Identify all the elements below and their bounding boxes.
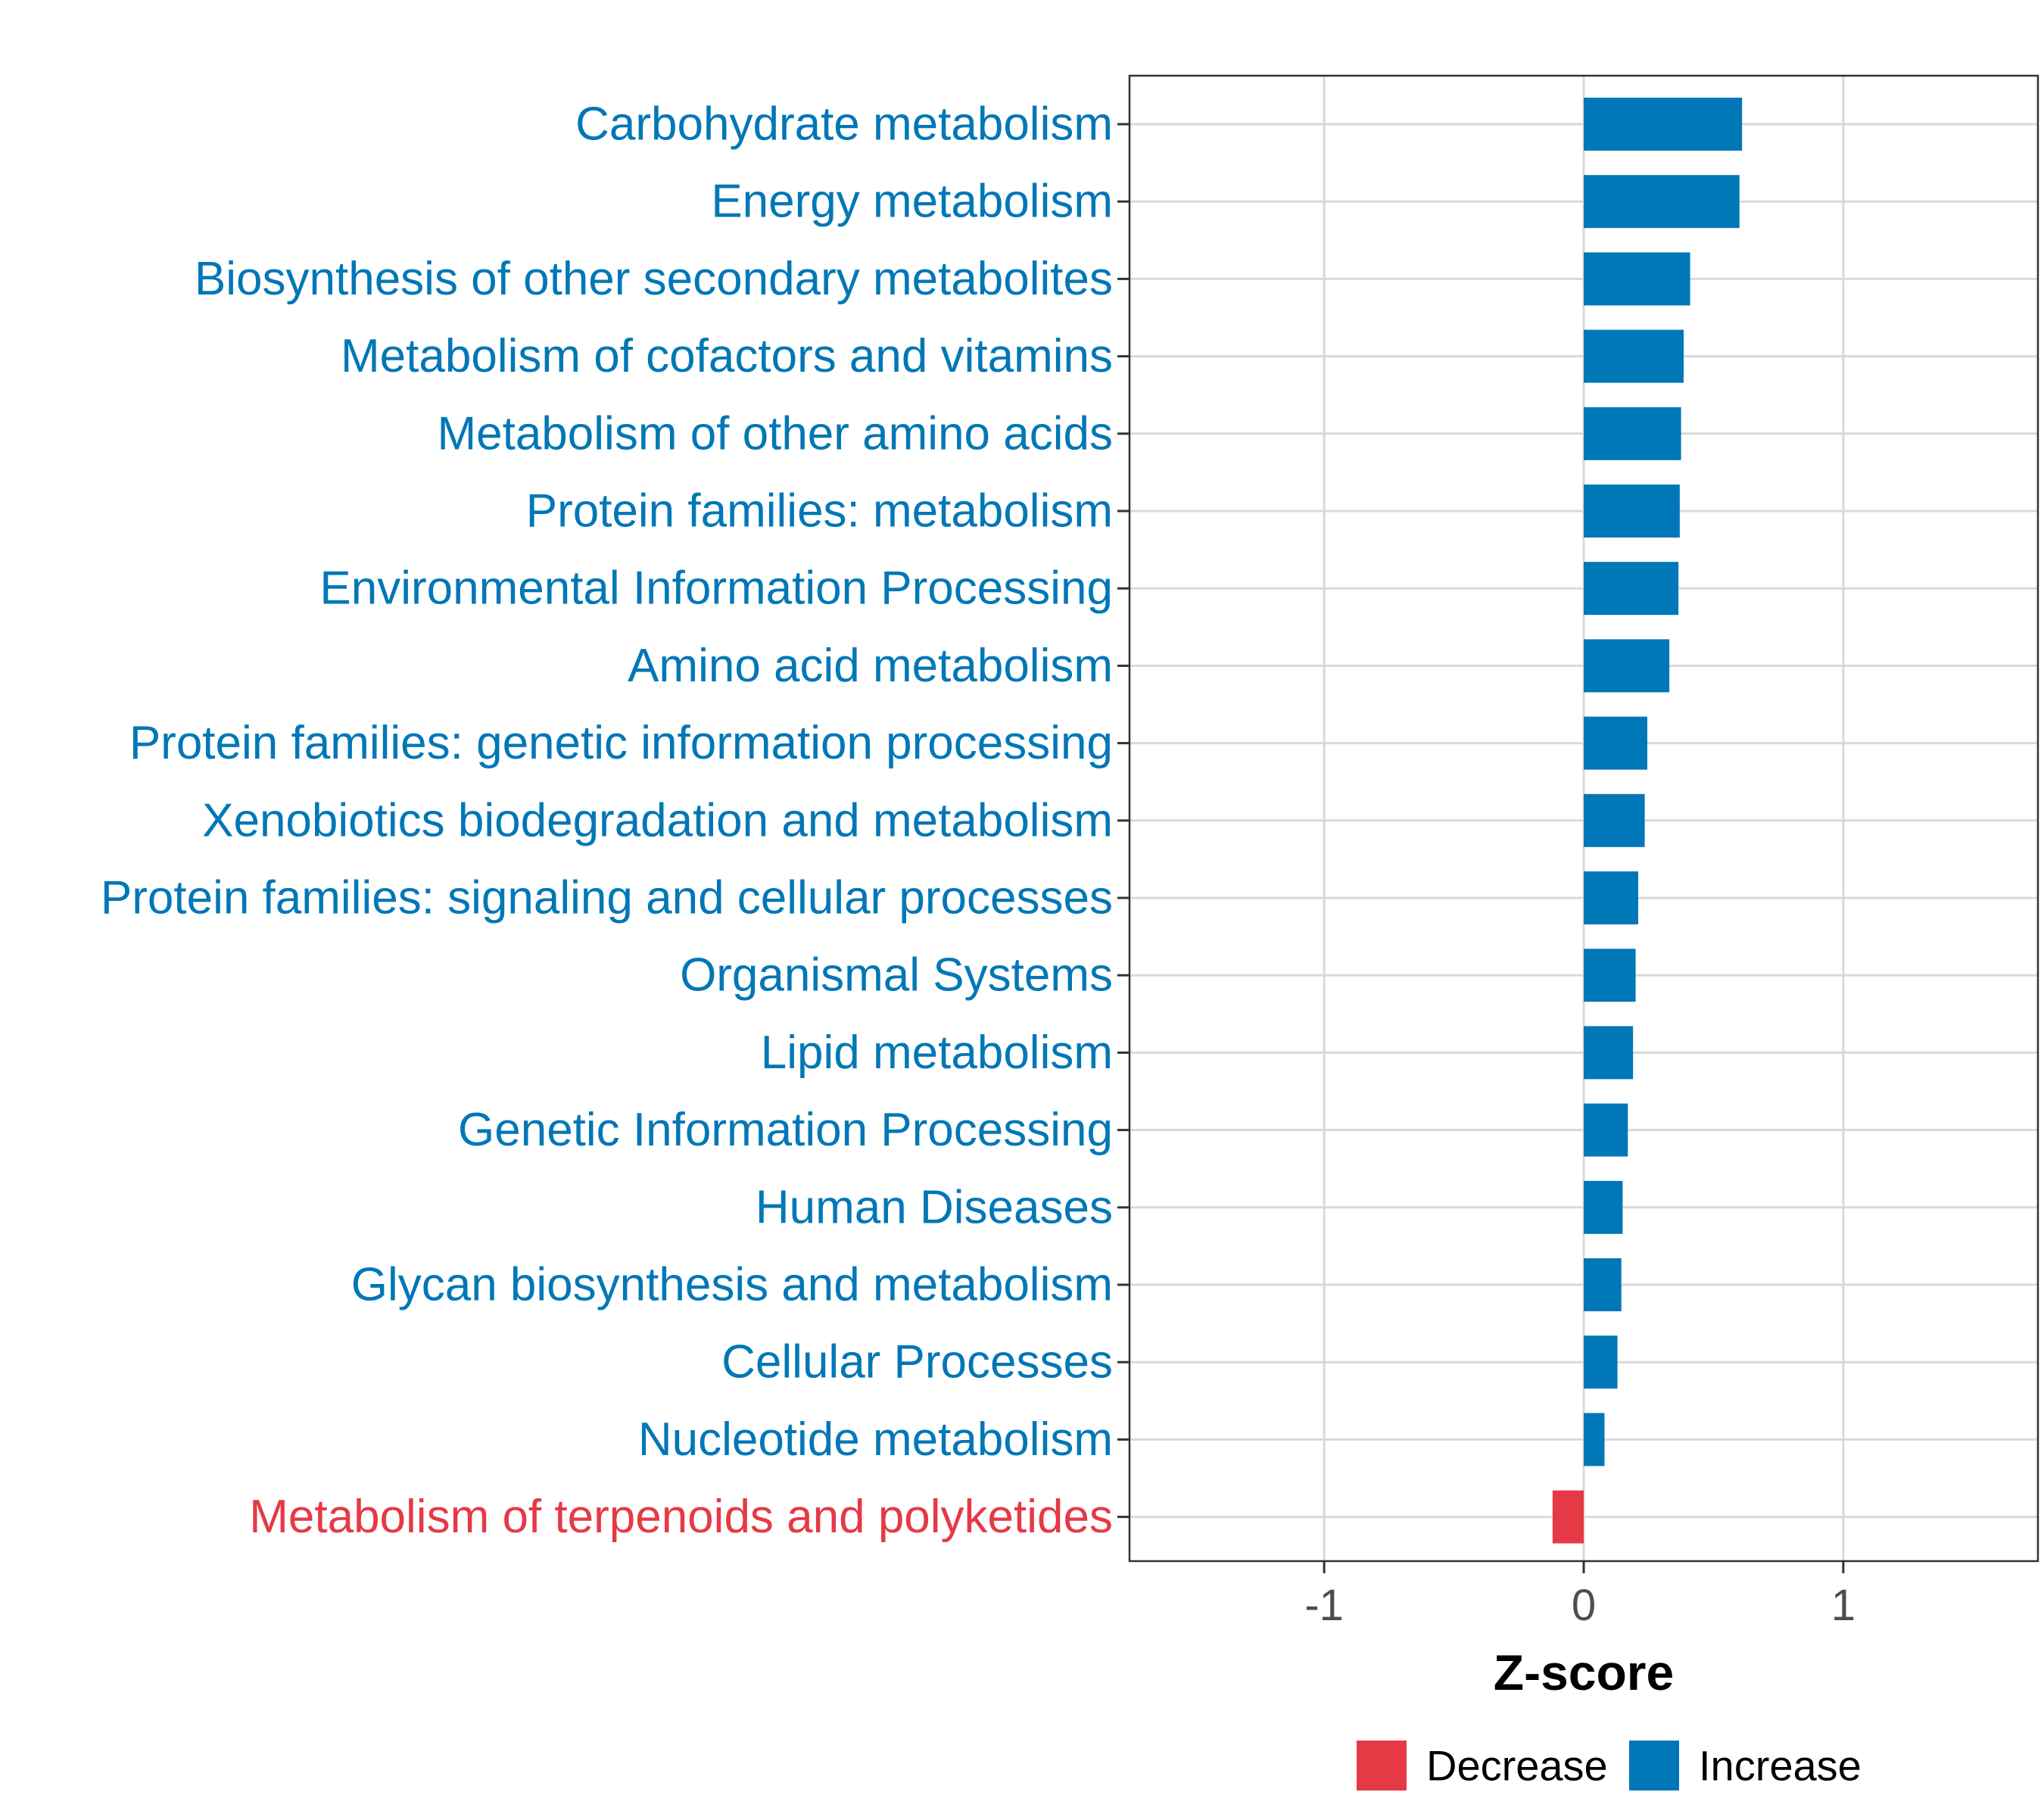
- bar: [1584, 793, 1645, 847]
- y-tick-label: Carbohydrate metabolism: [575, 98, 1113, 151]
- y-tick-label: Amino acid metabolism: [628, 640, 1113, 692]
- y-tick-label: Genetic Information Processing: [458, 1104, 1113, 1156]
- y-tick-label: Protein families: signaling and cellular…: [101, 872, 1113, 924]
- bar: [1584, 407, 1681, 460]
- y-tick-label: Metabolism of terpenoids and polyketides: [249, 1491, 1113, 1543]
- y-tick-label: Cellular Processes: [721, 1336, 1113, 1388]
- x-tick-label: 0: [1572, 1581, 1596, 1630]
- x-axis-title: Z-score: [1494, 1644, 1674, 1700]
- x-axis-ticks: [1323, 1561, 1845, 1573]
- y-tick-label: Protein families: metabolism: [526, 485, 1113, 538]
- y-tick-label: Energy metabolism: [711, 176, 1113, 228]
- y-tick-label: Xenobiotics biodegradation and metabolis…: [202, 794, 1113, 846]
- legend-label-increase: Increase: [1699, 1742, 1862, 1790]
- y-tick-label: Environmental Information Processing: [319, 563, 1113, 615]
- y-tick-label: Metabolism of other amino acids: [437, 407, 1113, 460]
- legend-key-decrease: [1357, 1741, 1407, 1791]
- bar: [1584, 639, 1670, 693]
- y-axis-ticks: [1117, 123, 1129, 1519]
- x-tick-label: -1: [1304, 1581, 1344, 1630]
- bar: [1584, 562, 1679, 616]
- y-tick-label: Organismal Systems: [680, 949, 1113, 1002]
- bar: [1584, 175, 1740, 229]
- bar: [1584, 1335, 1618, 1389]
- bar: [1584, 252, 1690, 306]
- x-tick-label: 1: [1831, 1581, 1855, 1630]
- bar: [1584, 716, 1647, 770]
- legend-label-decrease: Decrease: [1426, 1742, 1608, 1790]
- y-axis-labels: Carbohydrate metabolism Energy metabolism…: [101, 98, 1113, 1544]
- y-tick-label: Metabolism of cofactors and vitamins: [341, 330, 1113, 382]
- y-tick-label: Biosynthesis of other secondary metaboli…: [195, 253, 1113, 305]
- bars: [1552, 98, 1743, 1544]
- bar: [1584, 485, 1680, 538]
- legend: Decrease Increase: [1357, 1741, 1862, 1791]
- bar: [1584, 1026, 1634, 1080]
- bar: [1584, 329, 1684, 383]
- bar: [1584, 1413, 1605, 1466]
- y-tick-label: Glycan biosynthesis and metabolism: [351, 1259, 1113, 1311]
- bar: [1584, 949, 1636, 1002]
- bar: [1584, 1258, 1622, 1311]
- bar: [1552, 1490, 1584, 1544]
- y-tick-label: Human Diseases: [756, 1181, 1113, 1233]
- legend-key-increase: [1629, 1741, 1679, 1791]
- bar: [1584, 1180, 1623, 1234]
- bar: [1584, 98, 1743, 151]
- y-tick-label: Nucleotide metabolism: [638, 1413, 1113, 1466]
- y-tick-label: Lipid metabolism: [761, 1027, 1113, 1079]
- y-tick-label: Protein families: genetic information pr…: [129, 717, 1113, 769]
- bar: [1584, 871, 1638, 924]
- bar: [1584, 1103, 1628, 1157]
- x-axis-tick-labels: -1 0 1: [1304, 1581, 1855, 1630]
